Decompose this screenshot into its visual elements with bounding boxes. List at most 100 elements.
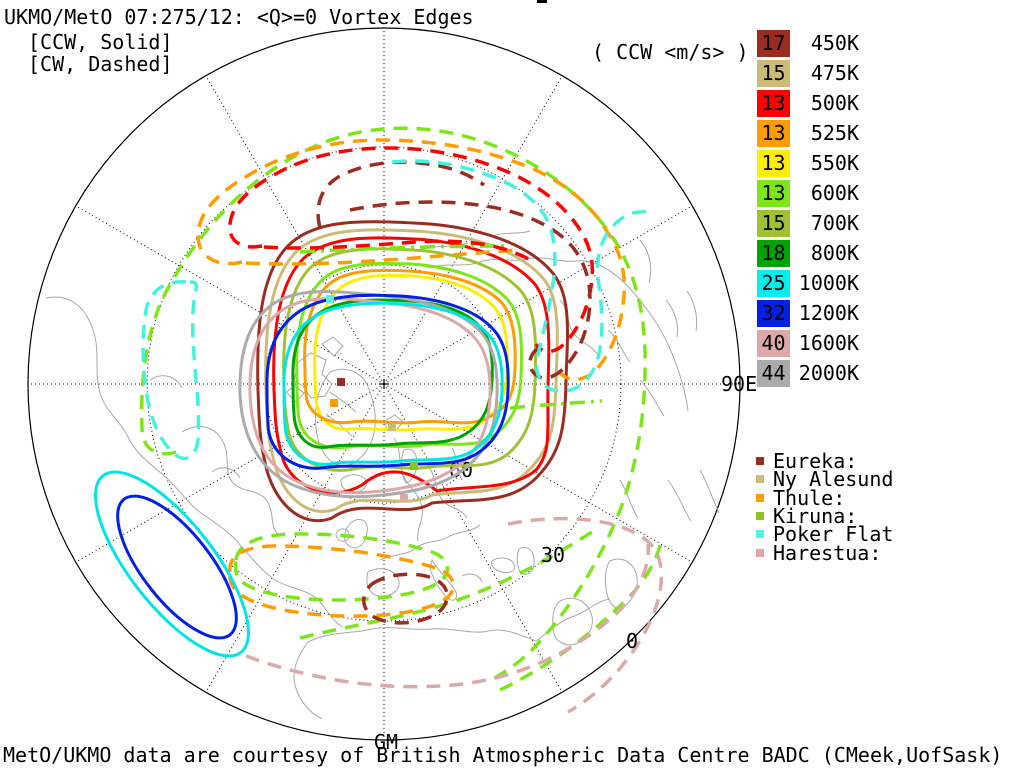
station-row-poker-flat: Poker Flat [756, 524, 893, 544]
legend-row-2000k: 44 2000K [757, 360, 859, 390]
legend-swatch-1200k: 32 [757, 300, 790, 327]
contour-450K-dashed-upper [316, 160, 486, 229]
station-row-eureka: Eureka: [756, 449, 893, 474]
contour-600K-dashdot-1 [299, 244, 506, 254]
contour-550K-solid [313, 273, 509, 432]
contour-525K-dashed-return [245, 248, 519, 266]
legend-level-500k: 500K [810, 91, 859, 115]
graticule [27, 0, 741, 741]
top-edge-tick [537, 0, 547, 3]
legend-swatch-1000k: 25 [757, 270, 790, 297]
contour-1600K-dashed-2 [245, 543, 650, 689]
station-markers [326, 295, 418, 502]
kiruna-marker [410, 462, 418, 470]
legend-swatch-600k: 13 [757, 180, 790, 207]
legend-swatch-2000k: 44 [757, 360, 790, 387]
eureka-label: Eureka: [773, 449, 858, 474]
contour-1200K-solid-pacific [116, 494, 238, 640]
ccw-units-label: ( CCW <m/s> ) [592, 40, 749, 64]
contour-500K-dashed-return [263, 239, 535, 264]
legend-swatch-700k: 15 [757, 210, 790, 237]
contour-600K-dashed-se2 [499, 539, 664, 692]
contour-525K-solid [303, 268, 517, 425]
legend-row-700k: 15 700K [757, 210, 859, 240]
contour-700K-solid [282, 247, 538, 472]
legend-row-450k: 17 450K [757, 30, 859, 60]
lat-30-label: 30 [541, 543, 565, 567]
contour-450K-dashed-lower [349, 200, 592, 380]
legend-swatch-1600k: 40 [757, 330, 790, 357]
legend-level-1200k: 1200K [798, 301, 859, 325]
contour-600K-dashed-atlantic [233, 532, 450, 602]
legend-row-525k: 13 525K [757, 120, 859, 150]
station-key: Eureka: Ny Alesund Thule: Kiruna: Poker … [756, 449, 894, 565]
cw-dashed-note: [CW, Dashed] [28, 52, 173, 76]
poker-flat-marker [326, 295, 334, 303]
pacific-solid-loops [94, 470, 250, 658]
legend-level-1600k: 1600K [798, 331, 859, 355]
legend-level-550k: 550K [810, 151, 859, 175]
station-row-kiruna: Kiruna: [756, 504, 893, 529]
legend-level-1000k: 1000K [798, 271, 859, 295]
ny-alesund-marker [388, 423, 396, 431]
gm-meridian-label: GM [374, 730, 398, 754]
harestua-label: Harestua: [773, 540, 882, 565]
contour-600K-dashed-main [139, 126, 647, 684]
lon-90e-label: 90E [721, 372, 757, 396]
eureka-key-swatch [756, 457, 764, 466]
contour-1000K-solid-pacific [94, 470, 250, 658]
contour-1600K-solid [248, 297, 492, 495]
harestua-key-swatch [756, 548, 764, 557]
legend-row-475k: 15 475K [757, 60, 859, 90]
contour-600K-dashdot-2 [509, 399, 603, 410]
dashed-cw-contours [139, 126, 664, 714]
contour-1200K-solid [265, 293, 510, 470]
harestua-marker [400, 494, 408, 502]
level-legend: 17 450K 15 475K 13 500K 13 525K 13 550K 13 600… [757, 30, 859, 390]
plot-title: UKMO/MetO 07:275/12: <Q>=0 Vortex Edges [4, 5, 474, 29]
contour-525K-dashed-atlantic [228, 544, 456, 618]
legend-level-2000k: 2000K [798, 361, 859, 385]
contour-600K-dashed-se1 [299, 530, 593, 640]
contour-475K-solid [264, 228, 559, 513]
legend-row-600k: 13 600K [757, 180, 859, 210]
legend-level-700k: 700K [810, 211, 859, 235]
legend-swatch-450k: 17 [757, 30, 790, 57]
lat-0-label: 0 [626, 629, 638, 653]
ccw-solid-note: [CCW, Solid] [28, 30, 173, 54]
attribution-footer: MetO/UKMO data are courtesy of British A… [3, 743, 1003, 767]
coastlines [45, 230, 720, 720]
contour-1000K-dashed-right [391, 159, 649, 393]
station-row-ny-alesund: Ny Alesund [756, 467, 894, 492]
legend-row-550k: 13 550K [757, 150, 859, 180]
legend-level-800k: 800K [810, 241, 859, 265]
ny-alesund-label: Ny Alesund [773, 467, 894, 492]
pole-cross-marker [379, 379, 389, 389]
station-row-thule: Thule: [756, 488, 893, 508]
thule-key-swatch [756, 493, 764, 502]
contour-1000K-solid [282, 301, 504, 466]
legend-level-525k: 525K [810, 121, 859, 145]
contour-450K-dashed-spain-loop [362, 572, 449, 625]
poker-flat-key-swatch [756, 530, 764, 539]
kiruna-key-swatch [756, 512, 764, 521]
station-row-harestua: Harestua: [756, 540, 893, 565]
contour-2000K-solid [238, 290, 499, 499]
legend-swatch-475k: 15 [757, 60, 790, 87]
kiruna-label: Kiruna: [773, 504, 858, 529]
legend-swatch-525k: 13 [757, 120, 790, 147]
contour-525K-dashed-arc [196, 138, 627, 382]
legend-row-1600k: 40 1600K [757, 330, 859, 360]
legend-swatch-800k: 18 [757, 240, 790, 267]
contour-500K-dashed-arc [228, 146, 595, 354]
legend-level-600k: 600K [810, 181, 859, 205]
legend-swatch-550k: 13 [757, 150, 790, 177]
legend-swatch-500k: 13 [757, 90, 790, 117]
equator-circle [27, 27, 741, 741]
legend-row-500k: 13 500K [757, 90, 859, 120]
legend-row-800k: 18 800K [757, 240, 859, 270]
contour-1000K-dashed-left-loop [141, 280, 201, 461]
legend-level-475k: 475K [810, 61, 859, 85]
